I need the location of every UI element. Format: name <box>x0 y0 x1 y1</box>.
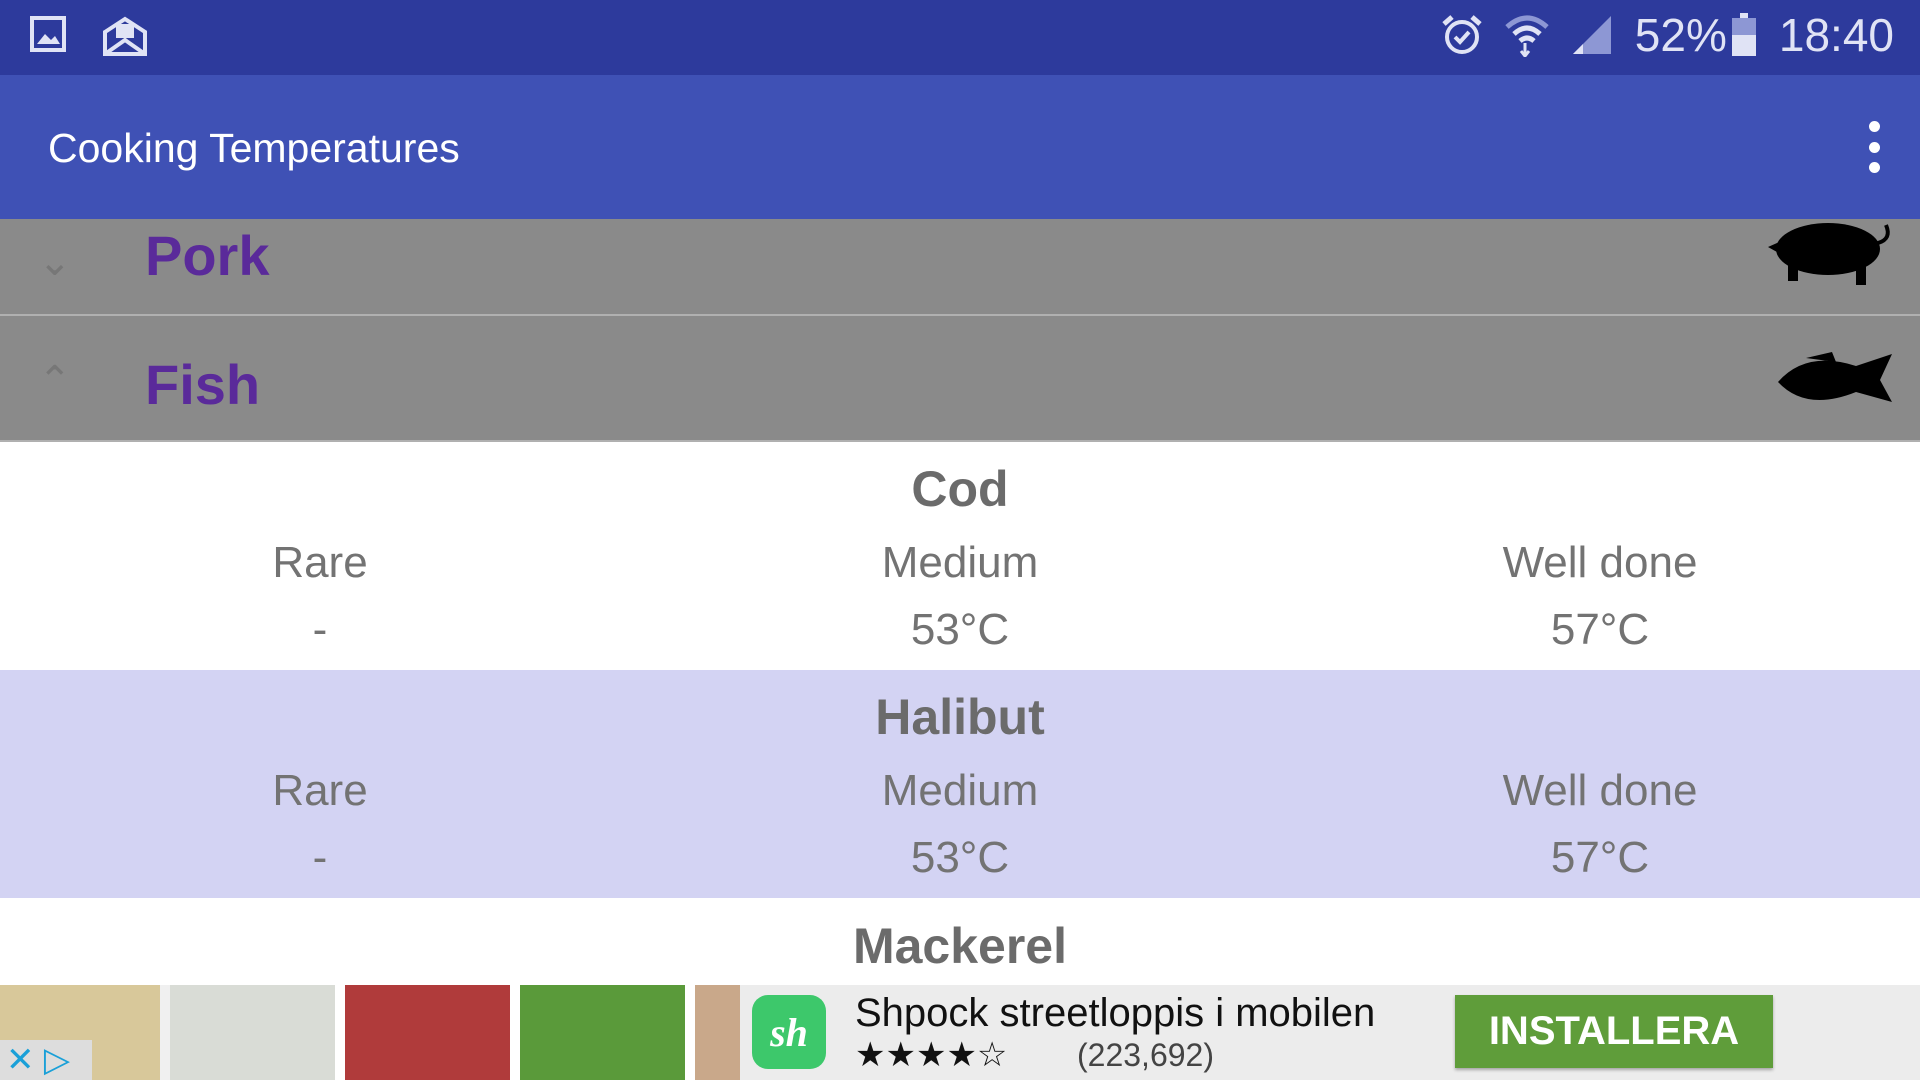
ad-banner[interactable]: ✕ ▷ sh Shpock streetloppis i mobilen ★★★… <box>0 985 1920 1080</box>
rare-value: - <box>312 605 328 654</box>
medium-value: 53°C <box>910 833 1010 882</box>
ad-rating-stars: ★★★★☆ <box>855 1036 1008 1074</box>
well-done-label: Well done <box>1502 538 1698 587</box>
fish-icon <box>1778 352 1892 402</box>
item-name: Cod <box>911 461 1009 517</box>
item-name: Halibut <box>875 689 1045 745</box>
medium-label: Medium <box>881 766 1039 815</box>
group-name: Fish <box>145 353 261 416</box>
ad-reviews: (223,692) <box>1077 1037 1214 1073</box>
item-name: Mackerel <box>852 918 1068 974</box>
status-bar: 52% 18:40 <box>0 0 1920 75</box>
well-done-value: 57°C <box>1550 833 1650 882</box>
wifi-icon <box>1505 15 1549 57</box>
mail-icon <box>103 16 147 56</box>
rare-value: - <box>312 833 328 882</box>
chevron-down-icon: ⌄ <box>38 240 72 284</box>
rare-label: Rare <box>272 538 368 587</box>
battery-icon <box>1731 13 1756 56</box>
app-bar: Cooking Temperatures <box>0 75 1920 219</box>
battery-percent: 52% <box>1634 9 1727 61</box>
alarm-icon <box>1442 15 1482 54</box>
signal-icon <box>1572 16 1611 54</box>
more-vert-icon[interactable] <box>1864 121 1884 173</box>
ad-logo: sh <box>752 995 826 1069</box>
app-title: Cooking Temperatures <box>48 125 460 171</box>
ad-title: Shpock streetloppis i mobilen <box>855 991 1376 1035</box>
clock: 18:40 <box>1778 9 1894 61</box>
well-done-label: Well done <box>1502 766 1698 815</box>
group-pork[interactable]: ⌄ Pork <box>0 219 1920 316</box>
list-item-halibut[interactable]: Halibut Rare Medium Well done - 53°C 57°… <box>0 670 1920 898</box>
ad-image <box>0 985 740 1080</box>
chevron-up-icon: ⌃ <box>38 359 72 403</box>
medium-value: 53°C <box>910 605 1010 654</box>
group-name: Pork <box>145 224 270 287</box>
install-button[interactable]: INSTALLERA <box>1455 995 1773 1068</box>
list-item-mackerel[interactable]: Mackerel <box>0 899 1920 985</box>
gallery-icon <box>30 16 66 52</box>
group-fish[interactable]: ⌃ Fish <box>0 316 1920 442</box>
rare-label: Rare <box>272 766 368 815</box>
pig-icon <box>1768 223 1890 285</box>
ad-close-icon[interactable]: ✕ ▷ <box>0 1040 92 1080</box>
list-item-cod[interactable]: Cod Rare Medium Well done - 53°C 57°C <box>0 442 1920 670</box>
medium-label: Medium <box>881 538 1039 587</box>
well-done-value: 57°C <box>1550 605 1650 654</box>
